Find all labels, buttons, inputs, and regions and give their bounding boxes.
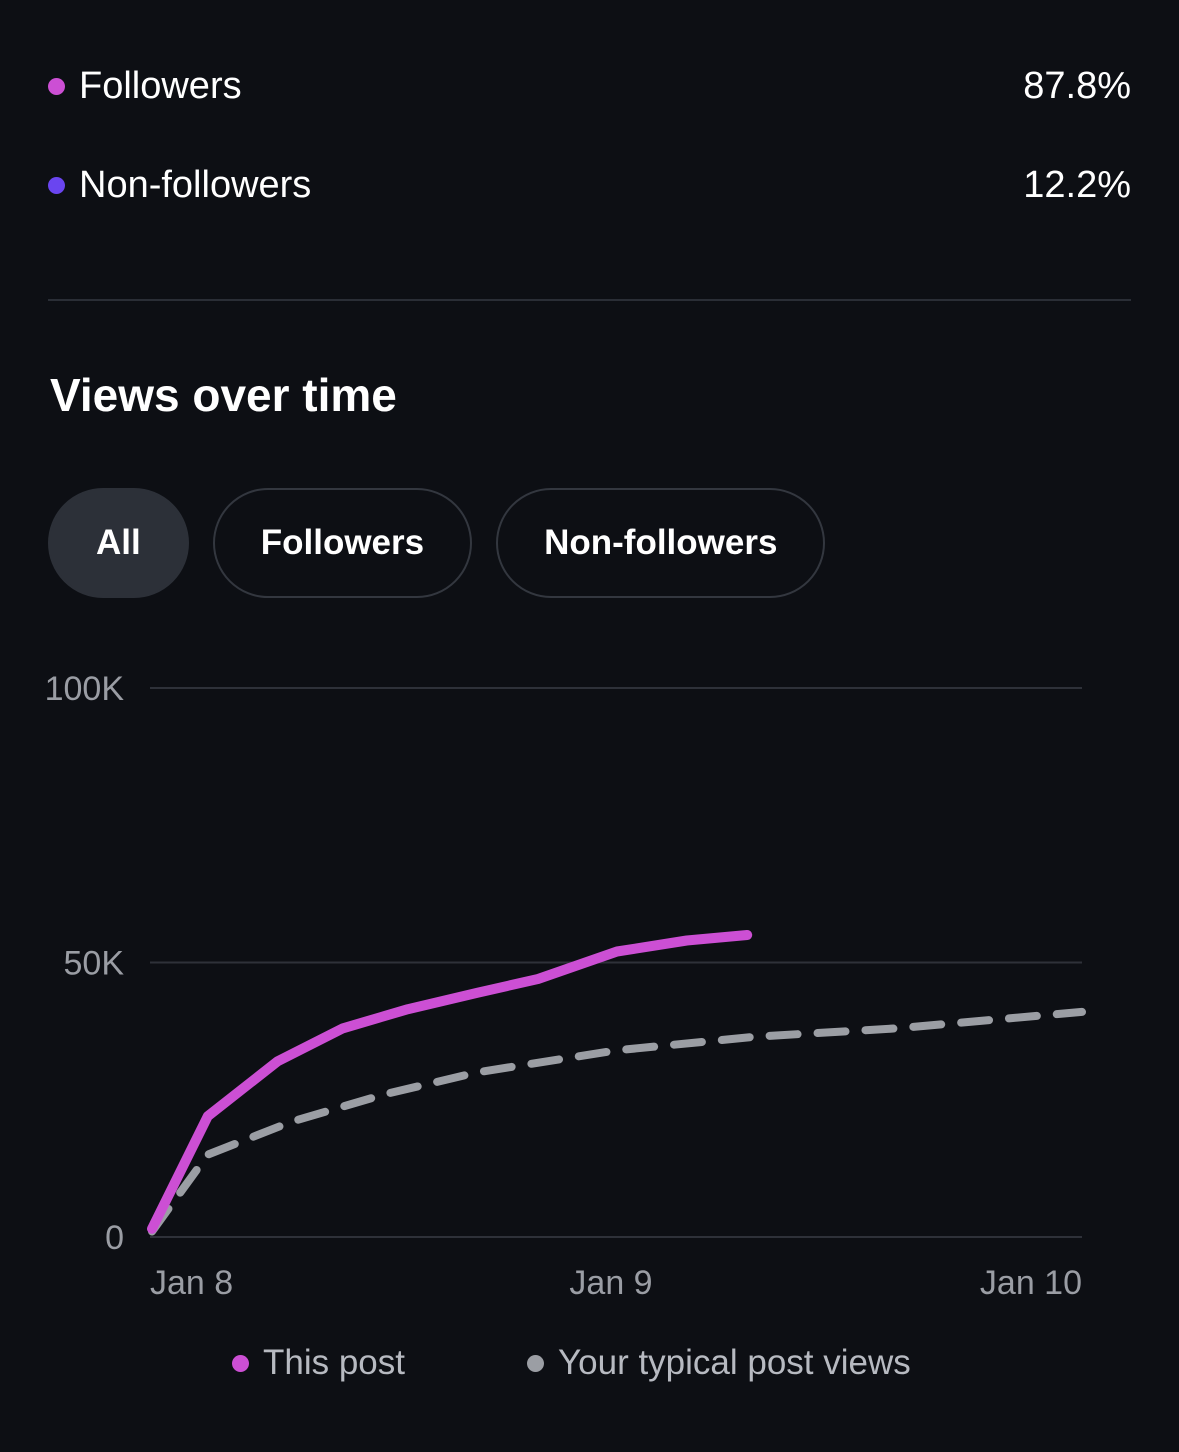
breakdown-row-followers: Followers 87.8% [48, 56, 1131, 116]
legend-item-this-post: This post [232, 1335, 405, 1391]
views-over-time-chart: 0 50K 100K Jan 8 Jan 9 Jan 10 [45, 670, 1086, 1302]
filter-tabs: All Followers Non-followers [48, 488, 826, 598]
legend-item-typical-post-views: Your typical post views [527, 1335, 911, 1391]
series-line-this-post [147, 930, 753, 1234]
filter-tab-followers[interactable]: Followers [212, 488, 473, 598]
typical-views-dot-icon [527, 1354, 544, 1372]
filter-tab-non-followers[interactable]: Non-followers [496, 488, 826, 598]
x-tick-label: Jan 8 [150, 1264, 233, 1302]
legend-label: This post [263, 1343, 405, 1382]
x-tick-label: Jan 9 [569, 1264, 652, 1302]
breakdown-label-group: Followers [48, 65, 242, 108]
x-tick-label: Jan 10 [980, 1264, 1082, 1302]
breakdown-value: 12.2% [1023, 163, 1131, 206]
breakdown-row-non-followers: Non-followers 12.2% [48, 155, 1131, 215]
filter-tab-all[interactable]: All [48, 488, 189, 598]
non-followers-dot-icon [48, 176, 65, 194]
section-title: Views over time [50, 369, 397, 421]
this-post-dot-icon [232, 1354, 249, 1372]
chart-legend: This post Your typical post views [0, 1335, 1179, 1391]
series-line-typical-post-views [148, 1007, 1086, 1236]
section-divider [48, 299, 1131, 301]
followers-dot-icon [48, 77, 65, 95]
breakdown-label: Followers [79, 64, 242, 107]
breakdown-value: 87.8% [1023, 64, 1131, 107]
y-tick-label: 0 [105, 1219, 124, 1257]
breakdown-label-group: Non-followers [48, 164, 311, 207]
legend-label: Your typical post views [558, 1343, 911, 1382]
breakdown-label: Non-followers [79, 163, 312, 206]
y-tick-label: 100K [45, 670, 125, 708]
y-tick-label: 50K [64, 945, 125, 983]
